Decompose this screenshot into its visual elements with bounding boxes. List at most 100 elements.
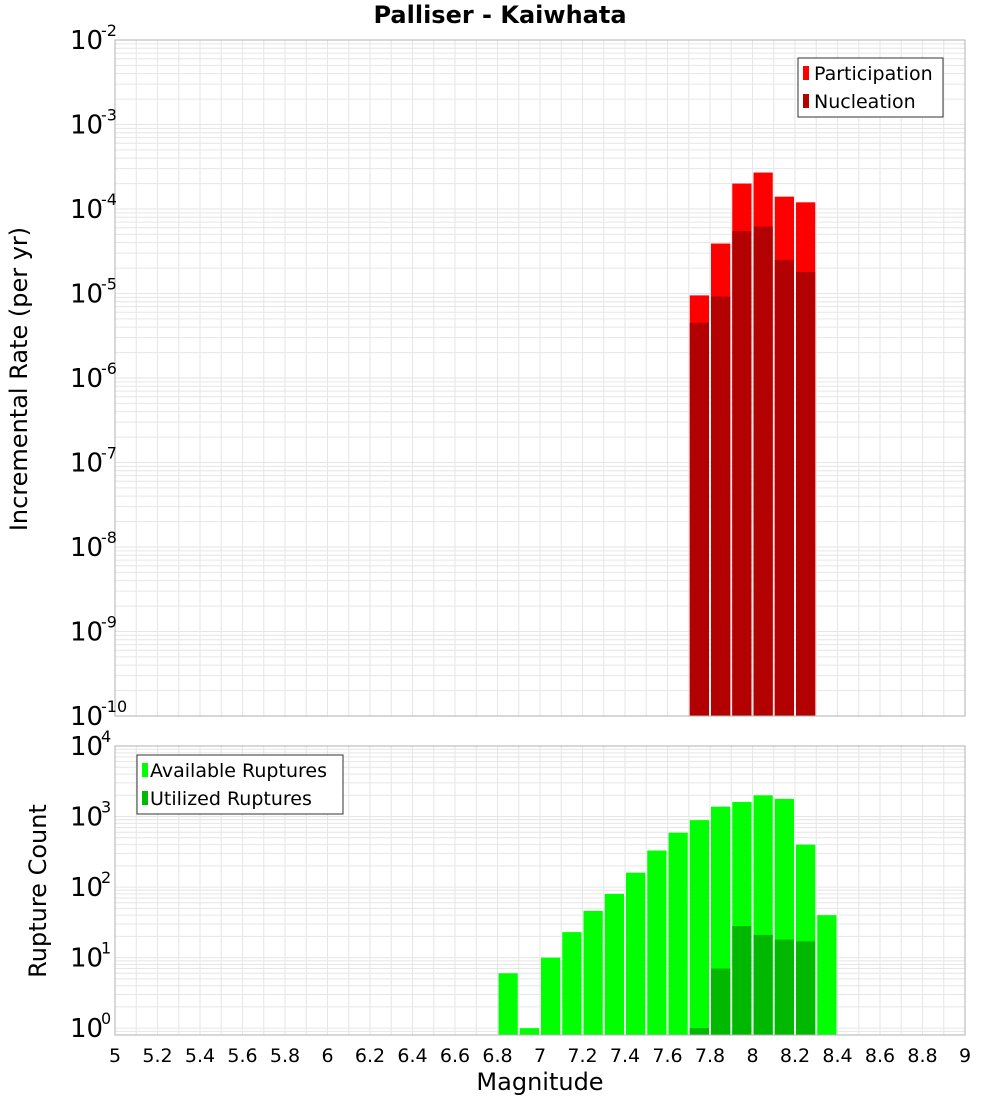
y-tick-label-base: 10 — [70, 533, 103, 563]
x-tick-label: 6.8 — [482, 1045, 512, 1067]
x-tick-label: 5.4 — [185, 1045, 215, 1067]
x-tick-label: 6.4 — [397, 1045, 427, 1067]
x-tick-label: 9 — [959, 1045, 971, 1067]
top-legend-box — [797, 57, 944, 118]
chart-title: Palliser - Kaiwhata — [373, 1, 626, 29]
bar-nucleation — [689, 322, 709, 716]
bar-available-ruptures — [583, 910, 603, 1035]
legend-label-available: Available Ruptures — [150, 760, 327, 782]
bar-available-ruptures — [519, 1028, 539, 1035]
x-tick-label: 5.2 — [142, 1045, 172, 1067]
bar-nucleation — [753, 226, 773, 717]
y-tick-label-exponent: 2 — [101, 868, 111, 887]
y-tick-label-base: 10 — [70, 873, 103, 903]
top-legend: Participation Nucleation — [797, 57, 944, 118]
y-tick-label-exponent: 0 — [101, 1009, 111, 1028]
top-plot-border — [114, 39, 966, 717]
top-bars — [689, 172, 816, 717]
x-tick-label: 7.4 — [610, 1045, 640, 1067]
y-tick-label-base: 10 — [70, 618, 103, 648]
y-tick-label-base: 10 — [70, 195, 103, 225]
bottom-legend-box — [136, 754, 344, 815]
bar-available-ruptures — [668, 832, 688, 1035]
y-tick-label-base: 10 — [70, 1014, 103, 1044]
bar-available-ruptures — [604, 893, 624, 1035]
x-tick-label: 7.2 — [567, 1045, 597, 1067]
y-tick-label-exponent: -3 — [101, 106, 117, 125]
bar-available-ruptures — [562, 932, 582, 1035]
x-tick-label: 8 — [746, 1045, 758, 1067]
y-tick-label-exponent: 4 — [101, 727, 111, 746]
x-tick-label: 8.8 — [907, 1045, 937, 1067]
y-tick-label-exponent: 3 — [101, 798, 111, 817]
x-tick-label: 6.6 — [440, 1045, 470, 1067]
y-tick-label-exponent: -4 — [101, 190, 117, 209]
y-tick-label-base: 10 — [70, 803, 103, 833]
legend-label-nucleation: Nucleation — [814, 91, 916, 113]
bar-utilized-ruptures — [796, 941, 816, 1035]
bar-utilized-ruptures — [711, 968, 731, 1035]
legend-swatch-participation — [803, 66, 809, 80]
y-tick-label-exponent: -10 — [101, 697, 127, 716]
y-tick-label-exponent: -8 — [101, 528, 117, 547]
x-tick-label: 8.4 — [822, 1045, 852, 1067]
bar-nucleation — [732, 230, 752, 716]
y-tick-label-base: 10 — [70, 280, 103, 310]
x-axis-label: Magnitude — [476, 1068, 603, 1096]
y-tick-label-base: 10 — [70, 732, 103, 762]
x-tick-label: 5.8 — [270, 1045, 300, 1067]
bar-nucleation — [774, 259, 794, 716]
bar-available-ruptures — [626, 872, 646, 1035]
y-tick-label-base: 10 — [70, 364, 103, 394]
y-tick-label-base: 10 — [70, 449, 103, 479]
bar-available-ruptures — [541, 957, 561, 1035]
bar-available-ruptures — [689, 820, 709, 1035]
x-tick-label: 7.6 — [652, 1045, 682, 1067]
bar-available-ruptures — [817, 915, 837, 1035]
x-tick-label: 6.2 — [355, 1045, 385, 1067]
y-tick-label-base: 10 — [70, 26, 103, 56]
x-tick-label: 8.2 — [780, 1045, 810, 1067]
bottom-y-axis-label: Rupture Count — [24, 804, 52, 978]
bar-utilized-ruptures — [774, 939, 794, 1035]
bar-available-ruptures — [647, 850, 667, 1035]
bar-nucleation — [711, 296, 731, 716]
bottom-legend: Available Ruptures Utilized Ruptures — [136, 754, 344, 815]
bottom-grid — [114, 745, 966, 1036]
y-tick-label-exponent: -7 — [101, 444, 117, 463]
y-tick-label-base: 10 — [70, 111, 103, 141]
x-tick-label: 5.6 — [227, 1045, 257, 1067]
bar-nucleation — [796, 271, 816, 716]
x-tick-label: 8.6 — [865, 1045, 895, 1067]
legend-swatch-utilized — [142, 791, 148, 805]
x-tick-label: 6 — [321, 1045, 333, 1067]
top-grid — [114, 39, 966, 717]
bar-available-ruptures — [498, 973, 518, 1035]
x-tick-label: 5 — [109, 1045, 121, 1067]
bar-utilized-ruptures — [689, 1028, 709, 1035]
y-tick-label-exponent: 1 — [101, 939, 111, 958]
x-tick-label: 7.8 — [695, 1045, 725, 1067]
legend-swatch-available — [142, 763, 148, 777]
y-tick-label-base: 10 — [70, 702, 103, 732]
x-tick-labels: 5 5.2 5.4 5.6 5.8 6 6.2 6.4 6.6 6.8 7 7.2 7.4 7.6 7.8 8… — [109, 1045, 971, 1067]
bar-utilized-ruptures — [753, 934, 773, 1035]
bottom-plot-border — [114, 745, 966, 1036]
legend-label-participation: Participation — [814, 63, 933, 85]
bottom-bars — [498, 795, 837, 1035]
bar-utilized-ruptures — [732, 926, 752, 1035]
y-tick-label-base: 10 — [70, 944, 103, 974]
y-tick-label-exponent: -6 — [101, 359, 117, 378]
x-tick-label: 7 — [534, 1045, 546, 1067]
y-tick-label-exponent: -9 — [101, 613, 117, 632]
y-tick-label-exponent: -2 — [101, 21, 117, 40]
y-tick-label-exponent: -5 — [101, 275, 117, 294]
top-y-axis-label: Incremental Rate (per yr) — [5, 227, 33, 531]
legend-label-utilized: Utilized Ruptures — [150, 788, 312, 810]
legend-swatch-nucleation — [803, 94, 809, 108]
